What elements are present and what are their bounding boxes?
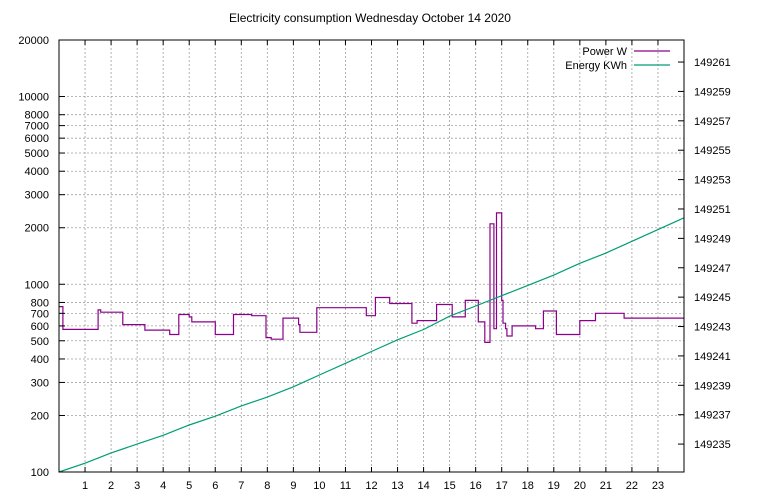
y-right-tick-label: 149261 (694, 57, 731, 69)
x-tick-label: 4 (160, 480, 166, 492)
x-tick-label: 5 (186, 480, 192, 492)
series-line-power-w (59, 212, 684, 343)
chart-title: Electricity consumption Wednesday Octobe… (229, 11, 511, 25)
y-left-tick-label: 4000 (25, 166, 49, 178)
tick-layer: 1 2 3 4 5 6 7 8 9 10 11 12 13 14 15 16 17 18 19 20 21 22 23100… (18, 35, 730, 492)
legend: Power W Energy KWh (565, 46, 670, 72)
x-tick-label: 7 (238, 480, 244, 492)
y-right-tick-label: 149239 (694, 380, 731, 392)
y-right-tick-label: 149253 (694, 175, 731, 187)
y-left-tick-label: 100 (31, 467, 49, 479)
y-left-tick-label: 800 (31, 297, 49, 309)
x-tick-label: 11 (340, 480, 351, 492)
y-right-tick-label: 149237 (694, 410, 731, 422)
y-left-tick-label: 7000 (25, 121, 49, 133)
x-tick-label: 2 (108, 480, 114, 492)
y-left-tick-label: 500 (31, 336, 49, 348)
legend-label-power-w: Power W (582, 46, 627, 58)
x-tick-label: 10 (313, 480, 325, 492)
y-right-tick-label: 149255 (694, 145, 731, 157)
y-left-tick-label: 6000 (25, 133, 49, 145)
y-right-tick-label: 149257 (694, 116, 731, 128)
legend-label-energy-kwh: Energy KWh (565, 60, 627, 72)
x-tick-label: 15 (444, 480, 456, 492)
series-layer (58, 212, 685, 473)
y-left-tick-label: 400 (31, 354, 49, 366)
x-tick-label: 12 (365, 480, 377, 492)
y-left-tick-label: 1000 (25, 279, 49, 291)
x-tick-label: 17 (496, 480, 508, 492)
y-left-tick-label: 5000 (25, 148, 49, 160)
x-tick-label: 21 (600, 480, 612, 492)
y-left-tick-label: 700 (31, 308, 49, 320)
x-tick-label: 18 (522, 480, 534, 492)
grid-layer (59, 40, 684, 472)
x-tick-label: 19 (548, 480, 560, 492)
x-tick-label: 23 (652, 480, 664, 492)
series-line-energy-kwh (58, 217, 685, 473)
y-left-tick-label: 300 (31, 377, 49, 389)
y-left-tick-label: 200 (31, 410, 49, 422)
y-right-tick-label: 149249 (694, 233, 731, 245)
x-tick-label: 9 (290, 480, 296, 492)
y-left-tick-label: 3000 (25, 190, 49, 202)
x-tick-label: 8 (264, 480, 270, 492)
x-tick-label: 20 (574, 480, 586, 492)
y-left-tick-label: 8000 (25, 110, 49, 122)
y-right-tick-label: 149241 (694, 351, 731, 363)
y-right-tick-label: 149251 (694, 204, 731, 216)
x-tick-label: 14 (417, 480, 429, 492)
x-tick-label: 3 (134, 480, 140, 492)
y-right-tick-label: 149245 (694, 292, 731, 304)
y-left-tick-label: 600 (31, 321, 49, 333)
y-left-tick-label: 10000 (18, 92, 49, 104)
x-tick-label: 22 (626, 480, 638, 492)
y-left-tick-label: 2000 (25, 223, 49, 235)
x-tick-label: 13 (391, 480, 403, 492)
y-right-tick-label: 149243 (694, 322, 731, 334)
x-tick-label: 1 (82, 480, 88, 492)
y-right-tick-label: 149259 (694, 86, 731, 98)
x-tick-label: 16 (470, 480, 482, 492)
y-right-tick-label: 149247 (694, 263, 731, 275)
y-left-tick-label: 20000 (18, 35, 49, 47)
y-right-tick-label: 149235 (694, 439, 731, 451)
x-tick-label: 6 (212, 480, 218, 492)
